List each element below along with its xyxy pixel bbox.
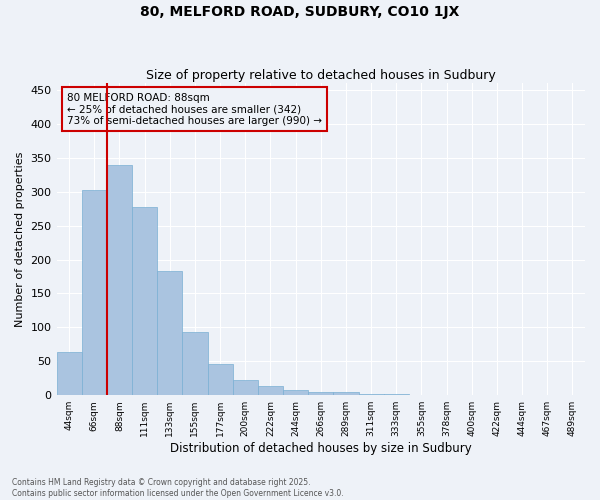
Bar [383, 394, 409, 395]
Bar [283, 390, 308, 395]
Text: Contains HM Land Registry data © Crown copyright and database right 2025.
Contai: Contains HM Land Registry data © Crown c… [12, 478, 344, 498]
Bar [82, 190, 107, 395]
Text: 80, MELFORD ROAD, SUDBURY, CO10 1JX: 80, MELFORD ROAD, SUDBURY, CO10 1JX [140, 5, 460, 19]
Y-axis label: Number of detached properties: Number of detached properties [15, 152, 25, 327]
Title: Size of property relative to detached houses in Sudbury: Size of property relative to detached ho… [146, 69, 496, 82]
Bar [459, 394, 484, 395]
Bar [157, 271, 182, 395]
Bar [359, 394, 383, 395]
Bar [56, 352, 82, 395]
Bar [258, 386, 283, 395]
Bar [107, 164, 132, 395]
Bar [233, 380, 258, 395]
Bar [182, 332, 208, 395]
Text: 80 MELFORD ROAD: 88sqm
← 25% of detached houses are smaller (342)
73% of semi-de: 80 MELFORD ROAD: 88sqm ← 25% of detached… [67, 92, 322, 126]
X-axis label: Distribution of detached houses by size in Sudbury: Distribution of detached houses by size … [170, 442, 472, 455]
Bar [132, 206, 157, 395]
Bar [208, 364, 233, 395]
Bar [308, 392, 334, 395]
Bar [334, 392, 359, 395]
